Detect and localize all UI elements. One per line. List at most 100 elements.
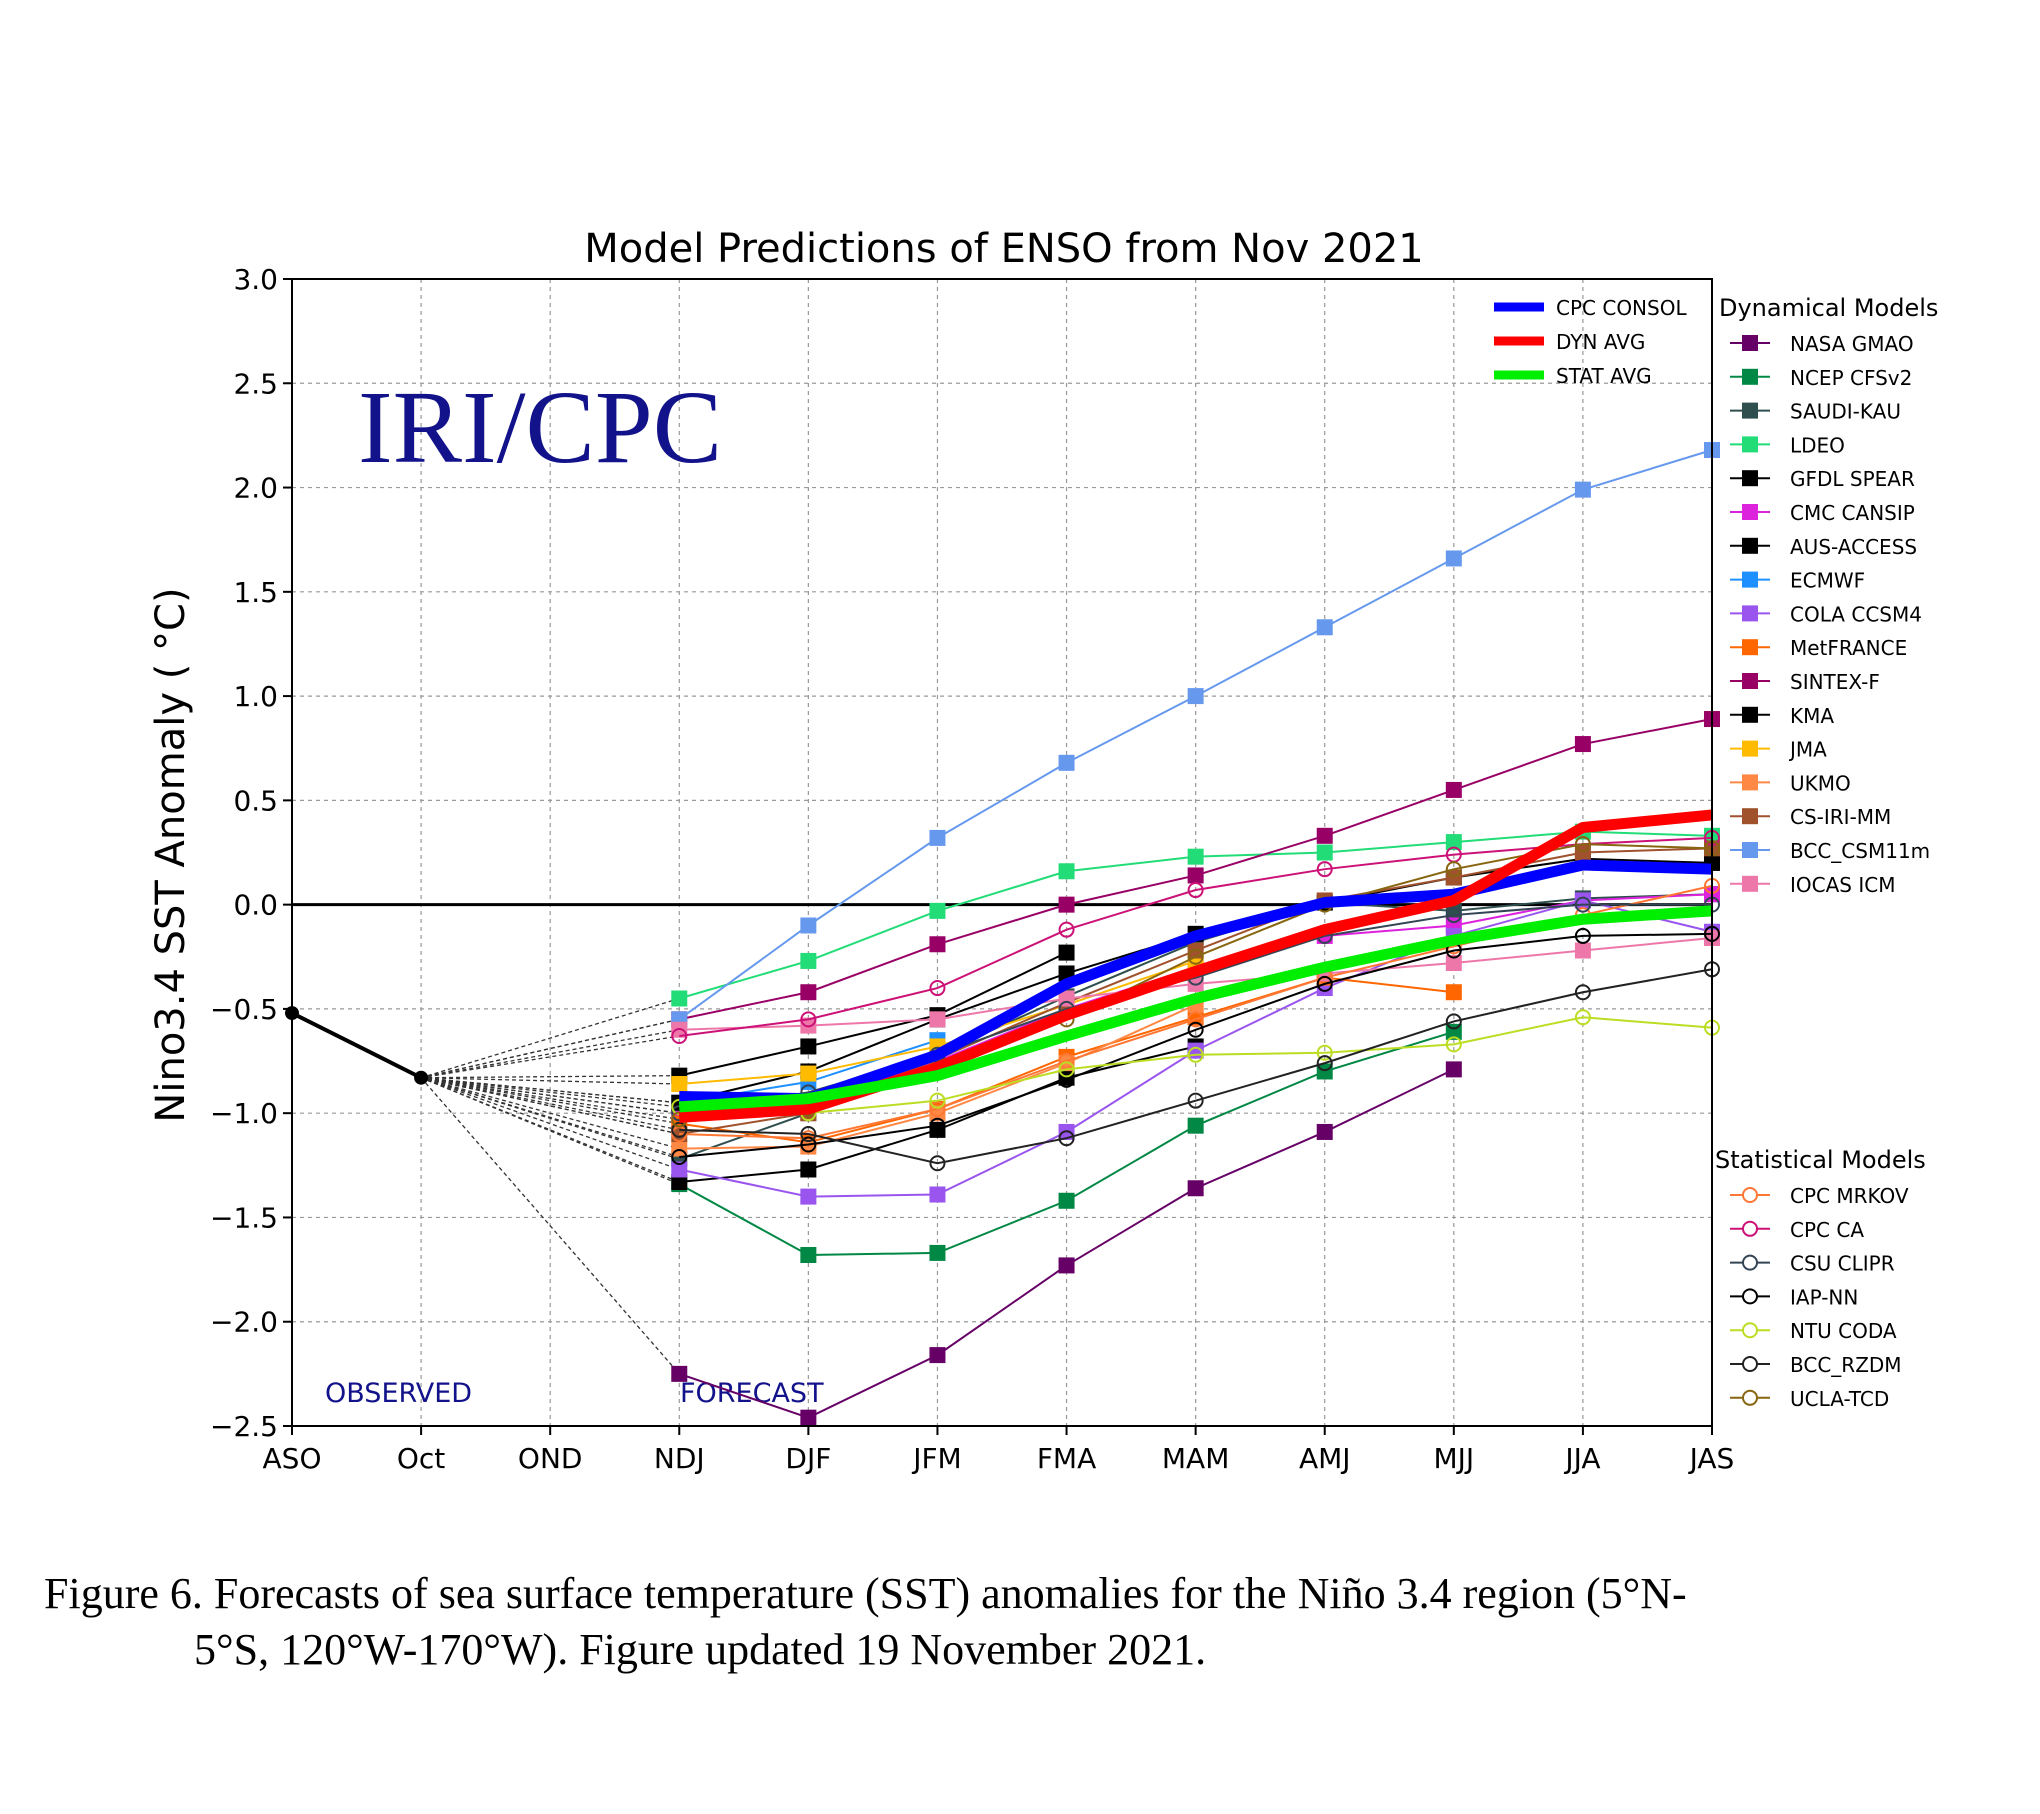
connector-cpc-mrkov — [420, 1077, 680, 1135]
legend-marker-ecmwf — [1742, 571, 1758, 588]
point-cpc-mrkov-2 — [929, 1101, 946, 1118]
point-iap-nn-5 — [1316, 975, 1333, 992]
y-axis-label: Nino3.4 SST Anomaly ( °C) — [148, 587, 194, 1122]
point-jma-1 — [800, 1065, 817, 1082]
legend-marker-cmc-cansip — [1742, 504, 1758, 520]
point-cpc-ca-4 — [1187, 882, 1204, 899]
point-bcc-rzdm-0 — [671, 1121, 688, 1138]
average-line-stat-avg — [678, 905, 1713, 1113]
legend-marker-cs-iri-mm — [1742, 808, 1758, 825]
series-gfdl-spear — [671, 944, 1075, 1084]
legend-marker-bcc-rzdm — [1742, 1356, 1758, 1372]
series-sintex-f — [671, 711, 1720, 1028]
x-tick-label-mjj: MJJ — [1433, 1442, 1474, 1475]
x-tick-label-oct: Oct — [397, 1442, 445, 1475]
point-ncep-cfsv2-1 — [800, 1246, 817, 1263]
legend-label-sintex-f: SINTEX-F — [1790, 670, 1880, 694]
connector-aus-access — [420, 1077, 680, 1183]
legend-label-bcc-rzdm: BCC_RZDM — [1790, 1353, 1902, 1377]
connector-ldeo — [420, 997, 680, 1079]
point-nasa-gmao-4 — [1187, 1180, 1204, 1197]
legend-marker-iocas-icm — [1742, 875, 1758, 892]
point-nasa-gmao-1 — [800, 1409, 817, 1426]
legend-label-iocas-icm: IOCAS ICM — [1790, 873, 1895, 897]
legend-label-stat-avg: STAT AVG — [1556, 364, 1652, 388]
forecast-label: FORECAST — [680, 1378, 824, 1409]
point-bcc-rzdm-1 — [800, 1126, 817, 1143]
connector-ukmo — [420, 1077, 680, 1150]
connector-csu-clipr — [421, 1077, 680, 1114]
connector-bcc-rzdm — [420, 1077, 680, 1131]
y-tick-label-6: 0.5 — [233, 784, 278, 817]
axis-ticks: −2.5 −2.0 −1.5 −1.0 −0.5 0.0 0.5 1.0 1.5 2.0 2.5 3.… — [210, 263, 1734, 1475]
point-bcc-csm11m-4 — [1187, 688, 1204, 705]
point-ntu-coda-7 — [1574, 1009, 1591, 1026]
point-bcc-csm11m-6 — [1445, 550, 1462, 567]
plot-frame — [291, 278, 1713, 1427]
point-sintex-f-5 — [1316, 827, 1333, 844]
observed-series — [285, 1006, 429, 1085]
point-ntu-coda-6 — [1445, 1036, 1462, 1053]
connector-bcc-csm11m — [420, 1018, 680, 1079]
observed-to-forecast-connectors — [420, 997, 680, 1375]
x-tick-label-jja: JJA — [1563, 1442, 1600, 1475]
statistical-legend-title: Statistical Models — [1715, 1146, 1926, 1174]
legend-marker-iap-nn — [1742, 1288, 1758, 1305]
point-ldeo-0 — [671, 990, 688, 1007]
point-bcc-csm11m-7 — [1574, 481, 1591, 498]
point-bcc-csm11m-1 — [800, 917, 817, 934]
averages-legend: CPC CONSOL DYN AVG STAT AVG — [1494, 296, 1687, 388]
y-tick-label-1: −2.0 — [210, 1306, 278, 1339]
legend-marker-jma — [1742, 740, 1758, 757]
legend-label-bcc-csm11m: BCC_CSM11m — [1790, 839, 1930, 863]
dynamical-legend-title: Dynamical Models — [1719, 294, 1938, 322]
x-tick-label-ndj: NDJ — [654, 1442, 705, 1475]
legend-marker-metfrance — [1742, 639, 1758, 656]
point-bcc-rzdm-6 — [1445, 1013, 1462, 1030]
legend-marker-cola-ccsm4 — [1742, 605, 1758, 622]
legend-marker-ldeo — [1742, 436, 1758, 453]
legend-label-iap-nn: IAP-NN — [1790, 1285, 1858, 1309]
connector-kma — [421, 1077, 680, 1104]
point-sintex-f-4 — [1187, 867, 1204, 884]
point-ldeo-3 — [1058, 863, 1075, 880]
point-iap-nn-7 — [1574, 927, 1591, 944]
legend-marker-cpc-mrkov — [1742, 1187, 1758, 1203]
point-sintex-f-3 — [1058, 896, 1075, 913]
legend-marker-ntu-coda — [1742, 1322, 1758, 1339]
legend-marker-csu-clipr — [1742, 1254, 1758, 1271]
point-iap-nn-3 — [1058, 1071, 1075, 1088]
figure-caption: Figure 6. Forecasts of sea surface tempe… — [44, 1566, 2004, 1678]
point-iap-nn-1 — [800, 1136, 817, 1153]
point-cpc-ca-5 — [1316, 861, 1333, 878]
point-bcc-rzdm-4 — [1187, 1092, 1204, 1109]
y-tick-label-2: −1.5 — [210, 1201, 278, 1234]
legend-marker-cpc-ca — [1742, 1220, 1758, 1237]
point-aus-access-0 — [671, 1174, 688, 1191]
point-bcc-rzdm-3 — [1058, 1130, 1075, 1147]
legend-label-metfrance: MetFRANCE — [1790, 636, 1907, 660]
point-sintex-f-7 — [1574, 736, 1591, 753]
point-iap-nn-0 — [671, 1148, 688, 1165]
point-cola-ccsm4-2 — [929, 1186, 946, 1203]
point-ucla-tcd-4 — [1187, 948, 1204, 965]
y-tick-label-9: 2.0 — [233, 472, 278, 505]
point-csu-clipr-7 — [1574, 896, 1591, 913]
x-tick-label-aso: ASO — [263, 1442, 322, 1475]
legend-marker-sintex-f — [1742, 673, 1758, 689]
connector-nasa-gmao — [420, 1077, 680, 1375]
point-cpc-mrkov-3 — [1058, 1053, 1075, 1070]
point-ldeo-1 — [800, 952, 817, 969]
connector-gfdl-spear — [421, 1074, 680, 1079]
point-ldeo-4 — [1187, 848, 1204, 865]
point-ldeo-5 — [1316, 844, 1333, 861]
legend-label-kma: KMA — [1790, 704, 1834, 728]
legend-label-ucla-tcd: UCLA-TCD — [1790, 1387, 1889, 1411]
legend-marker-ucla-tcd — [1742, 1389, 1758, 1406]
point-ntu-coda-2 — [929, 1092, 946, 1109]
point-cola-ccsm4-1 — [800, 1188, 817, 1205]
connector-ntu-coda — [421, 1077, 680, 1108]
connector-ucla-tcd — [420, 1077, 680, 1121]
point-nasa-gmao-5 — [1316, 1123, 1333, 1140]
legend-marker-ukmo — [1742, 774, 1758, 791]
